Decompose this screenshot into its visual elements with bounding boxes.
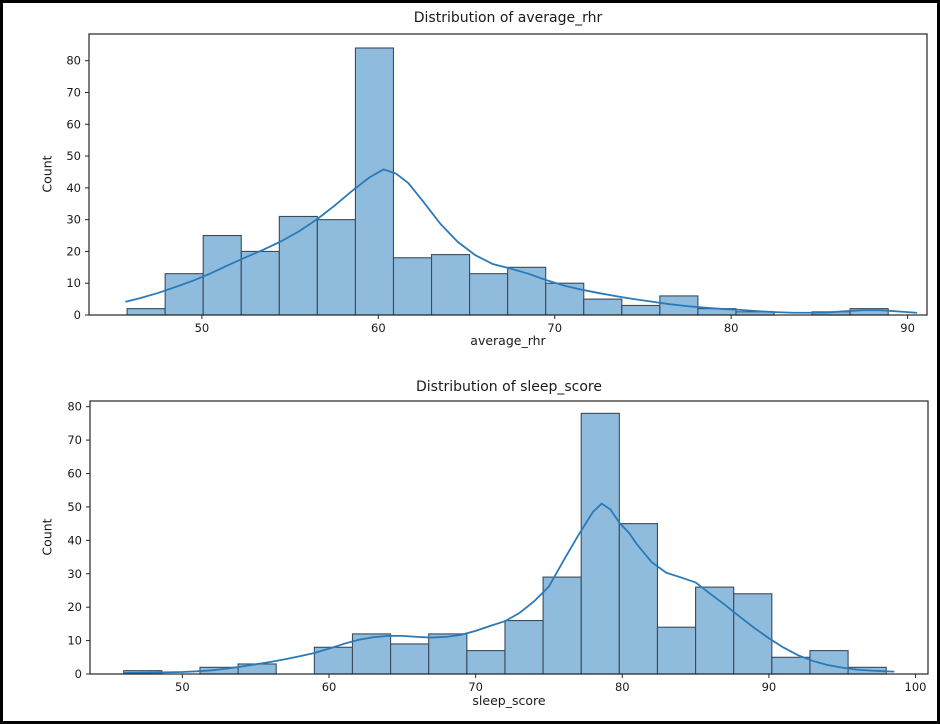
histogram-bar <box>240 250 280 316</box>
x-tick-label: 70 <box>547 321 562 335</box>
y-tick-label: 30 <box>66 213 81 227</box>
histogram-bar <box>695 586 735 675</box>
x-axis-label-sleep-score: sleep_score <box>472 693 546 708</box>
kde-curve <box>122 502 895 674</box>
histogram-bar <box>618 523 659 675</box>
histogram-bar <box>466 650 506 675</box>
y-axis-label-count-top: Count <box>39 155 55 193</box>
y-tick-label: 10 <box>66 276 81 290</box>
histogram-bar <box>542 576 582 675</box>
y-axis-label-count-bottom: Count <box>39 518 55 556</box>
histogram-bar <box>430 254 471 316</box>
x-axis-label-average-rhr: average_rhr <box>470 333 546 348</box>
histogram-chart-average-rhr: 50 60 70 80 90 0 10 20 30 40 50 60 70 80 <box>66 33 928 335</box>
histogram-chart-sleep-score: 50 60 70 80 90 100 0 10 20 30 40 50 60 70 80 <box>67 400 929 694</box>
x-tick-label: 80 <box>724 321 739 335</box>
histogram-bar <box>428 633 468 675</box>
histogram-bar <box>392 257 433 316</box>
y-tick-label: 20 <box>67 600 82 614</box>
y-tick-label: 60 <box>67 467 82 481</box>
y-tick-label: 50 <box>67 500 82 514</box>
histogram-bar <box>733 593 773 675</box>
x-tick-label: 60 <box>322 680 337 694</box>
histogram-bar <box>469 273 509 316</box>
x-tick-label: 80 <box>615 680 630 694</box>
histogram-bar <box>126 308 166 316</box>
histogram-bar <box>583 298 623 316</box>
y-tick-label: 0 <box>75 667 82 681</box>
chart-title-average-rhr: Distribution of average_rhr <box>413 10 603 26</box>
y-tick-label: 10 <box>67 634 82 648</box>
histogram-bar <box>621 304 661 316</box>
y-tick-label: 20 <box>66 244 81 258</box>
x-tick-label: 90 <box>762 680 777 694</box>
x-tick-label: 90 <box>900 321 915 335</box>
x-tick-label: 70 <box>468 680 483 694</box>
y-tick-label: 80 <box>66 54 81 68</box>
histogram-bar <box>164 273 204 316</box>
x-tick-label: 60 <box>371 321 386 335</box>
y-tick-label: 60 <box>66 117 81 131</box>
y-tick-label: 40 <box>66 181 81 195</box>
chart-title-sleep-score: Distribution of sleep_score <box>416 379 602 395</box>
y-tick-label: 70 <box>66 85 81 99</box>
plot-frame <box>89 400 929 675</box>
histogram-bar <box>202 234 242 316</box>
histogram-bar <box>580 412 620 675</box>
x-tick-label: 50 <box>175 680 190 694</box>
y-tick-label: 40 <box>67 533 82 547</box>
kde-curve <box>125 168 918 314</box>
y-tick-label: 50 <box>66 149 81 163</box>
histogram-bar <box>390 643 430 675</box>
histogram-bar <box>354 47 395 316</box>
histogram-bar <box>316 219 356 316</box>
y-tick-label: 30 <box>67 567 82 581</box>
x-tick-label: 50 <box>195 321 210 335</box>
histogram-bar <box>507 266 547 316</box>
histogram-bar <box>771 656 811 675</box>
x-tick-label: 100 <box>905 680 927 694</box>
plot-frame <box>88 33 928 316</box>
y-tick-label: 0 <box>74 308 81 322</box>
y-tick-label: 70 <box>67 433 82 447</box>
histogram-bar <box>504 619 544 675</box>
histogram-bar <box>656 626 697 675</box>
y-tick-label: 80 <box>67 400 82 414</box>
